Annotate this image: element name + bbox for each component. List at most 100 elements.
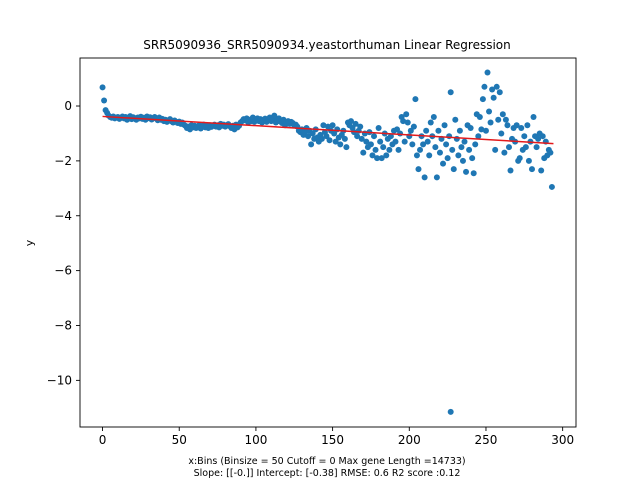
data-point [421,174,428,181]
data-point [383,152,390,159]
data-point [357,123,364,130]
data-point [401,138,408,145]
data-point [469,155,476,162]
data-point [440,160,447,167]
data-point [466,146,473,153]
data-point [492,146,499,153]
data-point [409,141,416,148]
data-point [375,124,382,131]
data-point [426,152,433,159]
x-tick-label: 100 [244,433,267,447]
data-point [449,146,456,153]
data-point [458,144,465,151]
data-point [413,152,420,159]
data-point [372,146,379,153]
data-point [326,137,333,144]
data-point [455,152,462,159]
data-point [358,135,365,142]
data-point [320,122,327,129]
data-point [343,144,350,151]
y-tick-label: −4 [54,209,72,223]
data-point [461,138,468,145]
regression-stats-label: Slope: [[-0.]] Intercept: [-0.38] RMSE: … [194,468,461,479]
data-point [443,141,450,148]
data-point [318,135,325,142]
data-point [538,167,545,174]
data-point [528,166,535,173]
data-point [447,89,454,96]
data-point [341,135,348,142]
data-point [348,118,355,125]
data-point [547,149,554,156]
data-point [380,144,387,151]
x-tick-label: 50 [172,433,187,447]
x-tick-label: 200 [398,433,421,447]
data-point [444,155,451,162]
data-point [360,149,367,156]
data-point [452,116,459,123]
data-point [482,127,489,134]
data-point [505,144,512,151]
data-point [271,112,278,119]
data-point [415,166,422,173]
data-point [487,119,494,126]
chart-title: SRR5090936_SRR5090934.yeastorthuman Line… [143,38,510,52]
data-point [395,146,402,153]
data-point [450,166,457,173]
data-point [525,157,532,164]
data-point [423,127,430,134]
data-point [456,127,463,134]
data-point [394,126,401,133]
data-point [475,133,482,140]
data-point [433,174,440,181]
data-point [404,119,411,126]
y-tick-label: −6 [54,264,72,278]
data-point [412,96,419,103]
data-point [502,116,509,123]
data-point [397,130,404,137]
y-tick-label: −10 [47,373,72,387]
data-point [400,118,407,125]
data-point [430,113,437,120]
data-point [476,113,483,120]
data-point [323,133,330,140]
data-point [499,111,506,118]
data-point [501,149,508,156]
data-point [99,84,106,91]
data-point [101,97,108,104]
data-point [498,130,505,137]
x-axis-label: x:Bins (Binsize = 50 Cutoff = 0 Max gene… [188,456,465,467]
data-point [352,120,359,127]
data-point [484,69,491,76]
data-point [354,133,361,140]
data-point [308,141,315,148]
data-point [486,108,493,115]
data-point [493,83,500,90]
data-point [432,144,439,151]
data-point [489,86,496,93]
data-point [507,167,514,174]
data-point [417,146,424,153]
data-point [436,149,443,156]
data-point [467,124,474,131]
data-point [513,122,520,129]
data-point [424,138,431,145]
plot-area: 0 50 100 150 200 250 300 −10 −8 −6 −4 −2 0 [47,57,577,447]
data-point [521,133,528,140]
data-point [504,122,511,129]
axes-frame [79,57,577,428]
data-point [447,408,454,415]
data-point [377,138,384,145]
data-point [367,141,374,148]
data-point [331,130,338,137]
data-point [453,135,460,142]
regression-line [102,115,554,145]
data-point [490,94,497,101]
y-tick-label: 0 [64,99,72,113]
data-point [495,116,502,123]
x-tick-label: 150 [321,433,344,447]
data-point [535,135,542,142]
